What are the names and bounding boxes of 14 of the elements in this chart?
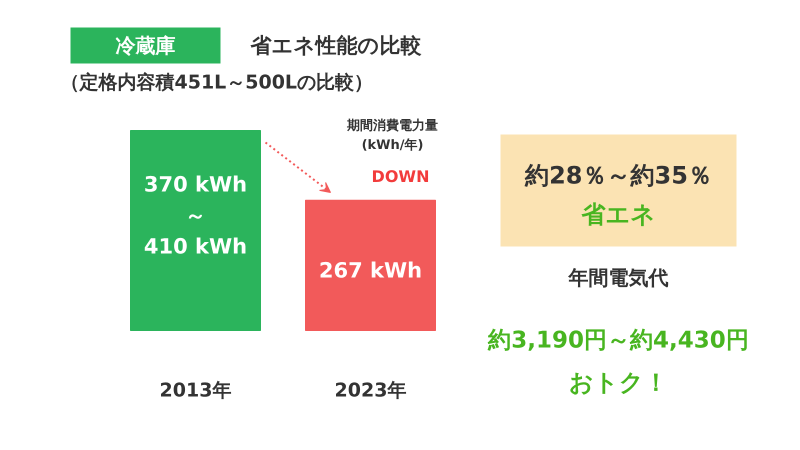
text: 約3,190円～約4,430円 xyxy=(487,328,749,354)
chart-title: 省エネ性能の比較 xyxy=(250,34,422,58)
text: 年間電気代 xyxy=(568,266,668,290)
x-tick-label: 2013年 xyxy=(160,380,232,402)
annotation: 期間消費電力量 (kWh/年) xyxy=(346,118,438,153)
text: 省エネ xyxy=(580,200,656,228)
data-label: 370 kWh ～ 410 kWh xyxy=(144,172,248,259)
data-label: 267 kWh xyxy=(318,258,422,282)
x-tick-label: 2023年 xyxy=(334,380,406,402)
chart-subtitle: （定格内容積451L～500Lの比較） xyxy=(60,72,374,94)
text: 冷蔵庫 xyxy=(116,34,176,58)
text: おトク！ xyxy=(569,368,668,396)
text: 約28％～約35％ xyxy=(524,162,712,190)
annotation: DOWN xyxy=(372,167,430,186)
